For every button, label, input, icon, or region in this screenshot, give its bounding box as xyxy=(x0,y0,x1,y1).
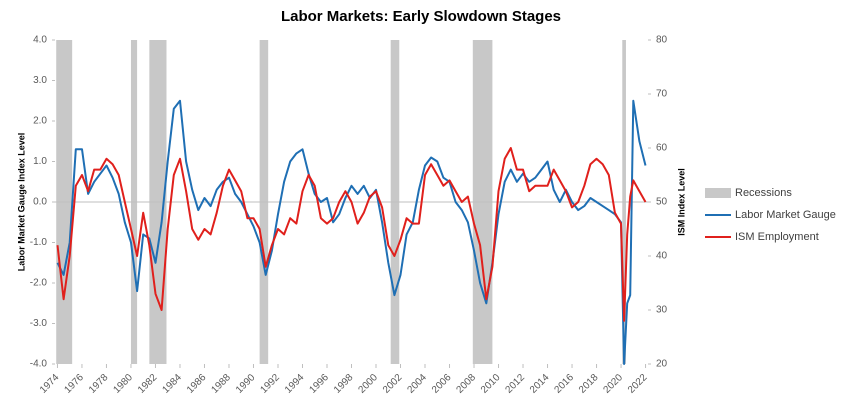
y-tick-label: -2.0 xyxy=(30,278,48,289)
x-tick-label: 2000 xyxy=(356,372,380,396)
legend-label: ISM Employment xyxy=(735,231,819,243)
x-tick-label: 2006 xyxy=(430,372,454,396)
x-tick-label: 1974 xyxy=(38,372,62,396)
x-tick-label: 2018 xyxy=(577,372,601,396)
x-tick-label: 1994 xyxy=(283,372,307,396)
y-tick-label: 3.0 xyxy=(33,75,47,86)
x-tick-label: 1982 xyxy=(136,372,160,396)
y-tick-label: 2.0 xyxy=(33,116,47,127)
x-tick-label: 1986 xyxy=(185,372,209,396)
series-line xyxy=(56,99,647,365)
y-tick-label: -3.0 xyxy=(30,318,48,329)
x-tick-label: 1998 xyxy=(332,372,356,396)
y-tick-label: 4.0 xyxy=(33,35,47,46)
x-tick-label: 2008 xyxy=(454,372,478,396)
y2-tick-label: 50 xyxy=(656,197,668,208)
x-tick-label: 2016 xyxy=(553,372,577,396)
x-tick-label: 2010 xyxy=(479,372,503,396)
x-tick-label: 2002 xyxy=(381,372,405,396)
y2-tick-label: 70 xyxy=(656,89,668,100)
x-tick-label: 1992 xyxy=(258,372,282,396)
y2-axis-title: ISM Index Level xyxy=(676,168,686,236)
x-tick-label: 2022 xyxy=(626,372,650,396)
x-tick-label: 1984 xyxy=(160,372,184,396)
series-line xyxy=(56,147,647,322)
y-tick-label: 1.0 xyxy=(33,156,47,167)
legend-swatch xyxy=(705,188,731,198)
x-tick-label: 1996 xyxy=(307,372,331,396)
x-tick-label: 1990 xyxy=(234,372,258,396)
y2-tick-label: 30 xyxy=(656,305,668,316)
x-tick-label: 1976 xyxy=(62,372,86,396)
y-tick-label: -4.0 xyxy=(30,359,48,370)
chart-title: Labor Markets: Early Slowdown Stages xyxy=(281,8,561,25)
x-tick-label: 1988 xyxy=(209,372,233,396)
x-tick-label: 2012 xyxy=(504,372,528,396)
y-tick-label: 0.0 xyxy=(33,197,47,208)
x-tick-label: 1980 xyxy=(111,372,135,396)
y2-tick-label: 20 xyxy=(656,359,668,370)
x-tick-label: 2014 xyxy=(528,372,552,396)
x-tick-label: 1978 xyxy=(87,372,111,396)
y-tick-label: -1.0 xyxy=(30,237,48,248)
legend-label: Recessions xyxy=(735,187,792,199)
y-axis-title: Labor Market Gauge Index Level xyxy=(16,133,26,272)
y2-tick-label: 40 xyxy=(656,251,668,262)
y2-tick-label: 80 xyxy=(656,35,668,46)
x-tick-label: 2004 xyxy=(405,372,429,396)
x-tick-label: 2020 xyxy=(602,372,626,396)
y2-tick-label: 60 xyxy=(656,143,668,154)
legend-label: Labor Market Gauge xyxy=(735,209,836,221)
